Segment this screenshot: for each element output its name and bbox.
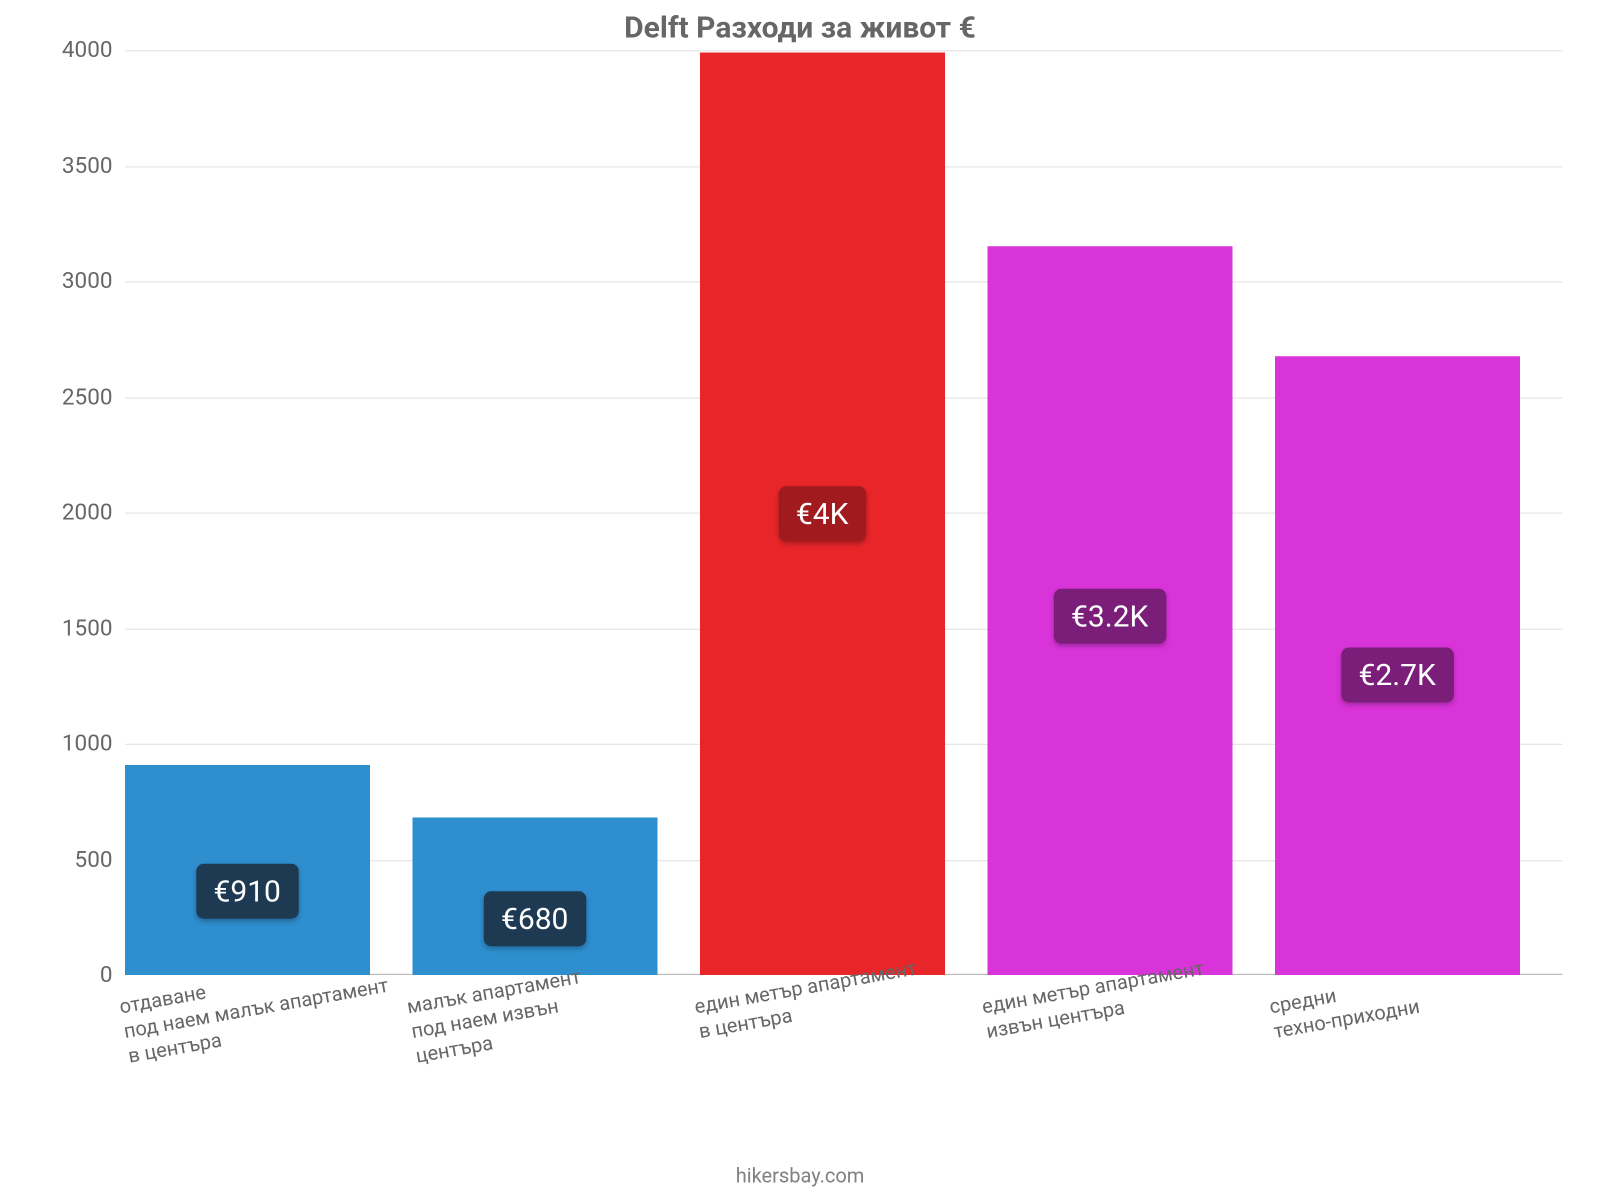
attribution-text: hikersbay.com: [0, 1164, 1600, 1188]
plot-area: 05001000150020002500300035004000 €910€68…: [125, 50, 1563, 975]
y-axis-tick: 1500: [62, 615, 125, 641]
y-axis-tick: 2000: [62, 499, 125, 525]
value-badge: €4K: [778, 486, 866, 541]
chart-title: Delft Разходи за живот €: [0, 10, 1600, 45]
y-axis-tick: 0: [100, 962, 125, 988]
value-badge: €680: [483, 892, 585, 947]
x-axis-label: средни техно-приходни: [1268, 969, 1422, 1044]
value-labels-layer: €910 €680 €4K €3.2K €2.7K: [125, 50, 1563, 975]
value-badge: €910: [196, 863, 298, 918]
y-axis-tick: 3500: [62, 153, 125, 179]
value-badge: €3.2K: [1054, 589, 1166, 644]
x-axis-label: малък апартамент под наем извън центъра: [405, 964, 591, 1068]
y-axis-tick: 500: [75, 846, 125, 872]
y-axis-tick: 3000: [62, 268, 125, 294]
y-axis-tick: 4000: [62, 37, 125, 63]
value-badge: €2.7K: [1341, 647, 1453, 702]
y-axis-tick: 1000: [62, 731, 125, 757]
y-axis-tick: 2500: [62, 384, 125, 410]
x-axis-labels: отдаване под наем малък апартамент в цен…: [125, 980, 1563, 1155]
